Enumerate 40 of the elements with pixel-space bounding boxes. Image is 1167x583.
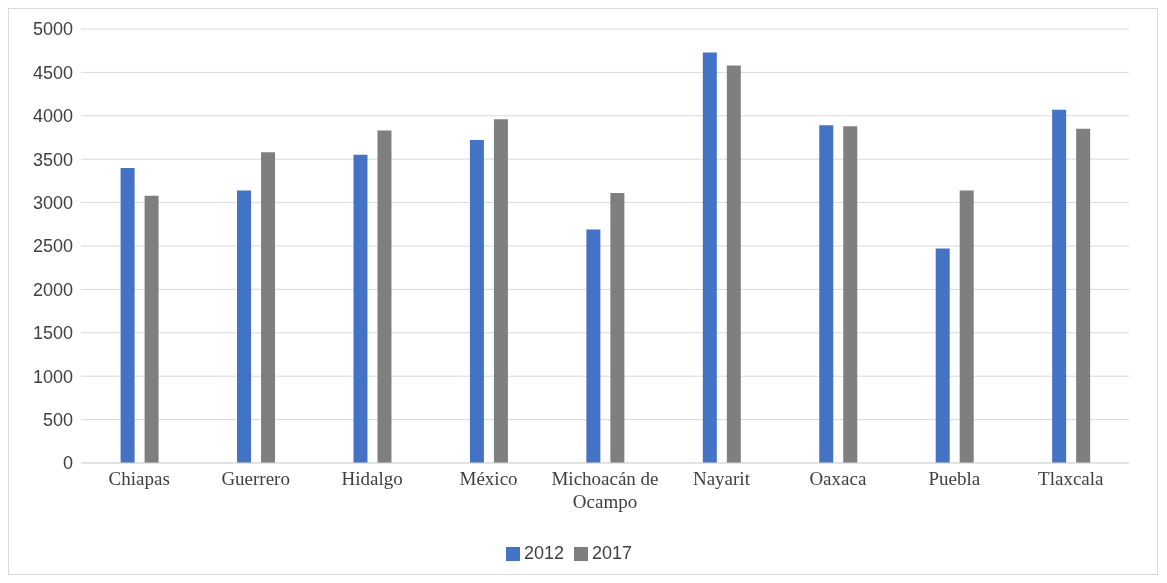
bar <box>144 195 159 463</box>
x-tick-label: Oaxaca <box>809 468 867 489</box>
x-tick-label: Hidalgo <box>341 468 403 489</box>
y-tick-label: 3500 <box>32 149 73 170</box>
bar <box>353 154 368 463</box>
bar <box>261 152 276 463</box>
bar <box>377 130 392 463</box>
bar <box>959 190 974 463</box>
bar <box>237 190 252 463</box>
x-tick-label: Chiapas <box>108 468 170 489</box>
x-tick-label: México <box>459 468 518 489</box>
y-tick-label: 1000 <box>32 366 73 387</box>
bar <box>610 193 625 463</box>
bar <box>586 229 601 463</box>
x-tick-label: Guerrero <box>221 468 290 489</box>
bar <box>726 65 741 463</box>
bar <box>493 119 508 463</box>
y-tick-label: 4500 <box>32 62 73 83</box>
y-tick-label: 2000 <box>32 279 73 300</box>
bar <box>469 140 484 463</box>
y-tick-label: 2500 <box>32 236 73 257</box>
bar <box>1076 128 1091 463</box>
bar <box>843 126 858 463</box>
x-tick-label: Tlaxcala <box>1038 468 1105 489</box>
bar <box>935 248 950 463</box>
y-tick-label: 5000 <box>32 19 73 40</box>
bar <box>120 167 135 463</box>
x-tick-label: Nayarit <box>692 468 751 489</box>
legend-label: 2017 <box>592 543 633 563</box>
x-tick-label: Puebla <box>928 468 981 489</box>
bar <box>702 52 717 463</box>
y-tick-label: 0 <box>62 453 73 474</box>
y-tick-label: 3000 <box>32 192 73 213</box>
bar <box>819 125 834 463</box>
y-tick-label: 500 <box>42 409 73 430</box>
legend-label: 2012 <box>523 543 564 563</box>
x-tick-label: Michoacán de Ocampo <box>551 468 659 512</box>
y-tick-label: 4000 <box>32 106 73 127</box>
bar <box>1052 109 1067 463</box>
y-tick-label: 1500 <box>32 323 73 344</box>
